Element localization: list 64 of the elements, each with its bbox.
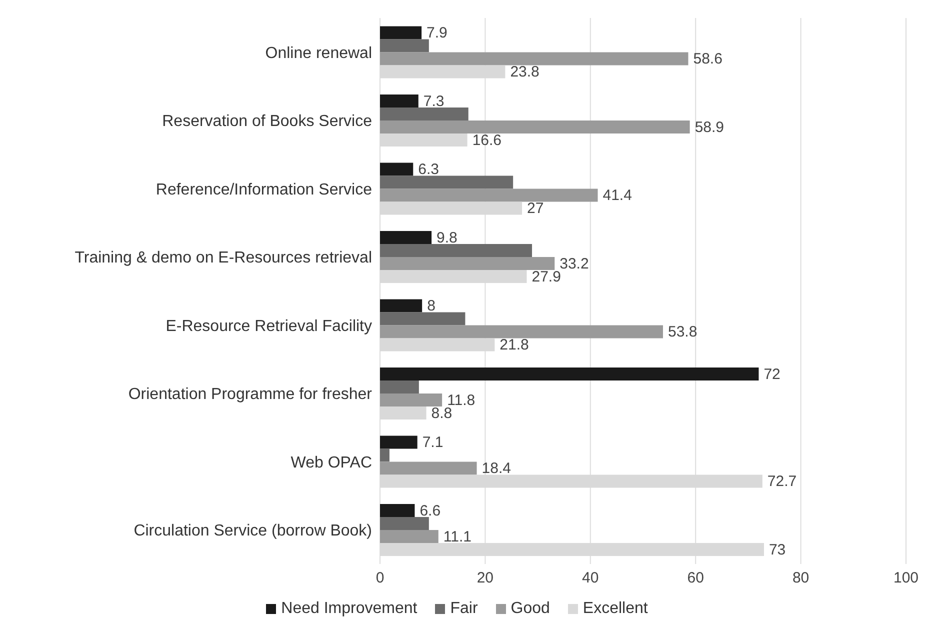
data-label: 7.1 <box>422 434 444 452</box>
x-tick-label: 20 <box>476 570 494 587</box>
data-label: 6.6 <box>420 502 441 520</box>
data-label: 11.1 <box>443 528 472 546</box>
data-label: 73 <box>768 541 786 558</box>
data-label: 58.9 <box>694 118 724 136</box>
bar <box>380 393 442 406</box>
bar <box>380 176 514 189</box>
bar <box>380 244 532 257</box>
y-tick-label: Circulation Service (borrow Book) <box>134 522 372 540</box>
bar <box>380 462 477 475</box>
data-label: 33.2 <box>560 255 589 272</box>
bar <box>380 530 438 543</box>
bar <box>380 94 418 108</box>
y-tick-label: Online renewal <box>265 44 372 62</box>
data-label: 58.6 <box>693 50 722 68</box>
data-label: 7.9 <box>426 24 448 42</box>
x-tick-label: 100 <box>893 570 919 587</box>
legend-label: Excellent <box>582 600 648 618</box>
bar <box>380 516 429 530</box>
legend-label: Need Improvement <box>281 600 418 618</box>
bar <box>380 436 418 449</box>
bar <box>380 188 598 202</box>
y-tick-label: Training & demo on E-Resources retrieval <box>74 250 372 267</box>
bar <box>380 120 690 134</box>
y-tick-label: E-Resource Retrieval Facility <box>166 318 372 335</box>
legend-label: Good <box>510 600 550 618</box>
data-label: 23.8 <box>510 64 540 81</box>
bar <box>380 26 422 40</box>
bar <box>380 448 390 462</box>
x-tick-label: 60 <box>687 570 704 587</box>
data-label: 7.3 <box>423 92 444 110</box>
data-label: 72.7 <box>767 473 797 490</box>
x-tick-label: 40 <box>582 570 599 587</box>
data-label: 9.8 <box>436 229 458 246</box>
data-label: 16.6 <box>472 132 502 149</box>
bar <box>380 367 759 380</box>
data-label: 27 <box>527 200 544 218</box>
bar <box>380 39 429 52</box>
bar <box>380 325 663 338</box>
legend-label: Fair <box>450 600 478 618</box>
data-label: 27.9 <box>532 268 561 286</box>
bar <box>380 230 432 244</box>
data-label: 21.8 <box>500 336 529 354</box>
data-label: 41.4 <box>602 187 632 204</box>
bar <box>380 107 468 120</box>
y-tick-label: Reference/Information Service <box>156 181 372 198</box>
bar <box>380 380 419 394</box>
bar <box>380 312 466 326</box>
bar <box>380 162 414 176</box>
data-label: 72 <box>764 366 780 383</box>
y-tick-label: Orientation Programme for fresher <box>128 386 373 404</box>
bar <box>380 52 688 66</box>
bar <box>380 504 415 517</box>
data-label: 18.4 <box>482 460 511 478</box>
data-label: 6.3 <box>418 161 439 178</box>
data-label: 8 <box>427 298 436 315</box>
data-label: 53.8 <box>668 324 698 341</box>
bar <box>380 256 555 270</box>
y-tick-label: Web OPAC <box>290 454 372 472</box>
y-tick-label: Reservation of Books Service <box>162 113 372 130</box>
x-tick-label: 80 <box>792 570 810 587</box>
x-tick-label: 0 <box>376 570 384 587</box>
bar <box>380 299 422 312</box>
